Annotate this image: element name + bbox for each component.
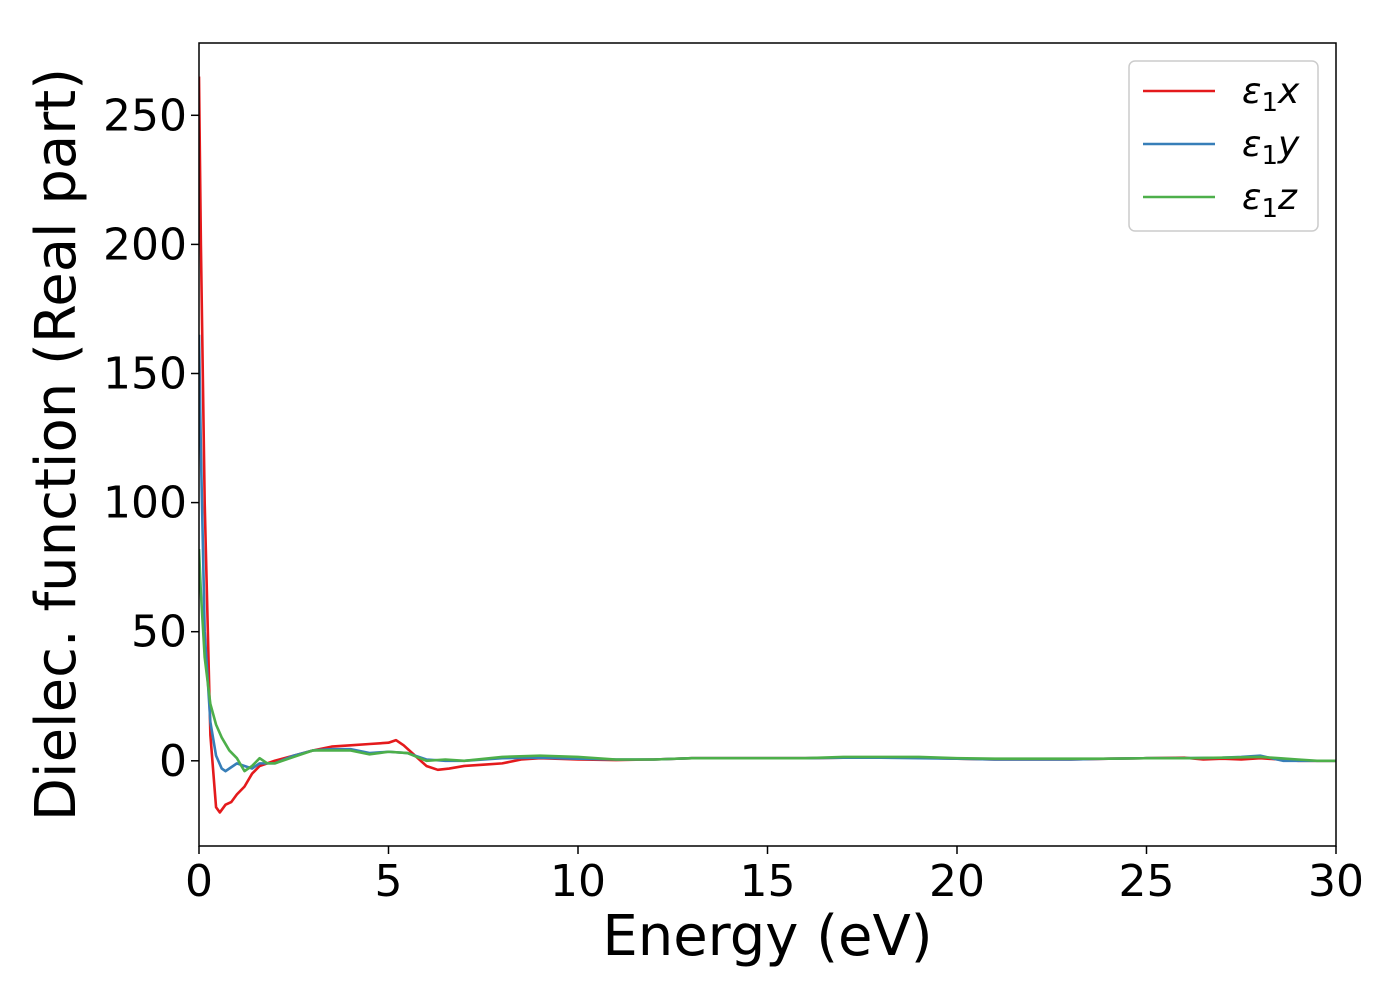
y-tick-label: 150 [103,348,187,399]
y-tick-label: 50 [131,607,187,658]
y-tick-label: 0 [159,736,187,787]
x-tick-label: 20 [929,856,985,907]
legend-box [1128,60,1319,232]
legend-label-z: ε1z [1242,177,1298,224]
legend-label-x: ε1x [1242,71,1300,118]
legend-items: ε1x ε1y ε1z [1143,71,1300,224]
x-tick-label: 25 [1119,856,1175,907]
y-tick-label: 250 [103,90,187,141]
x-tick-label: 5 [375,856,403,907]
x-tick-label: 10 [550,856,606,907]
series-line-z [199,549,1336,773]
series-line-y [199,334,1336,773]
legend: ε1x ε1y ε1z [1128,60,1319,232]
x-axis-label: Energy (eV) [602,904,932,969]
x-axis-ticks: 0 5 10 15 20 25 30 [185,846,1364,907]
y-axis-ticks: 0 50 100 150 200 250 [103,90,199,787]
y-axis-label: Dielec. function (Real part) [24,68,89,821]
y-tick-label: 200 [103,219,187,270]
x-tick-label: 0 [185,856,213,907]
x-tick-label: 30 [1308,856,1364,907]
legend-label-y: ε1y [1242,124,1300,171]
y-tick-label: 100 [103,478,187,529]
x-tick-label: 15 [740,856,796,907]
series-layer [199,76,1336,814]
